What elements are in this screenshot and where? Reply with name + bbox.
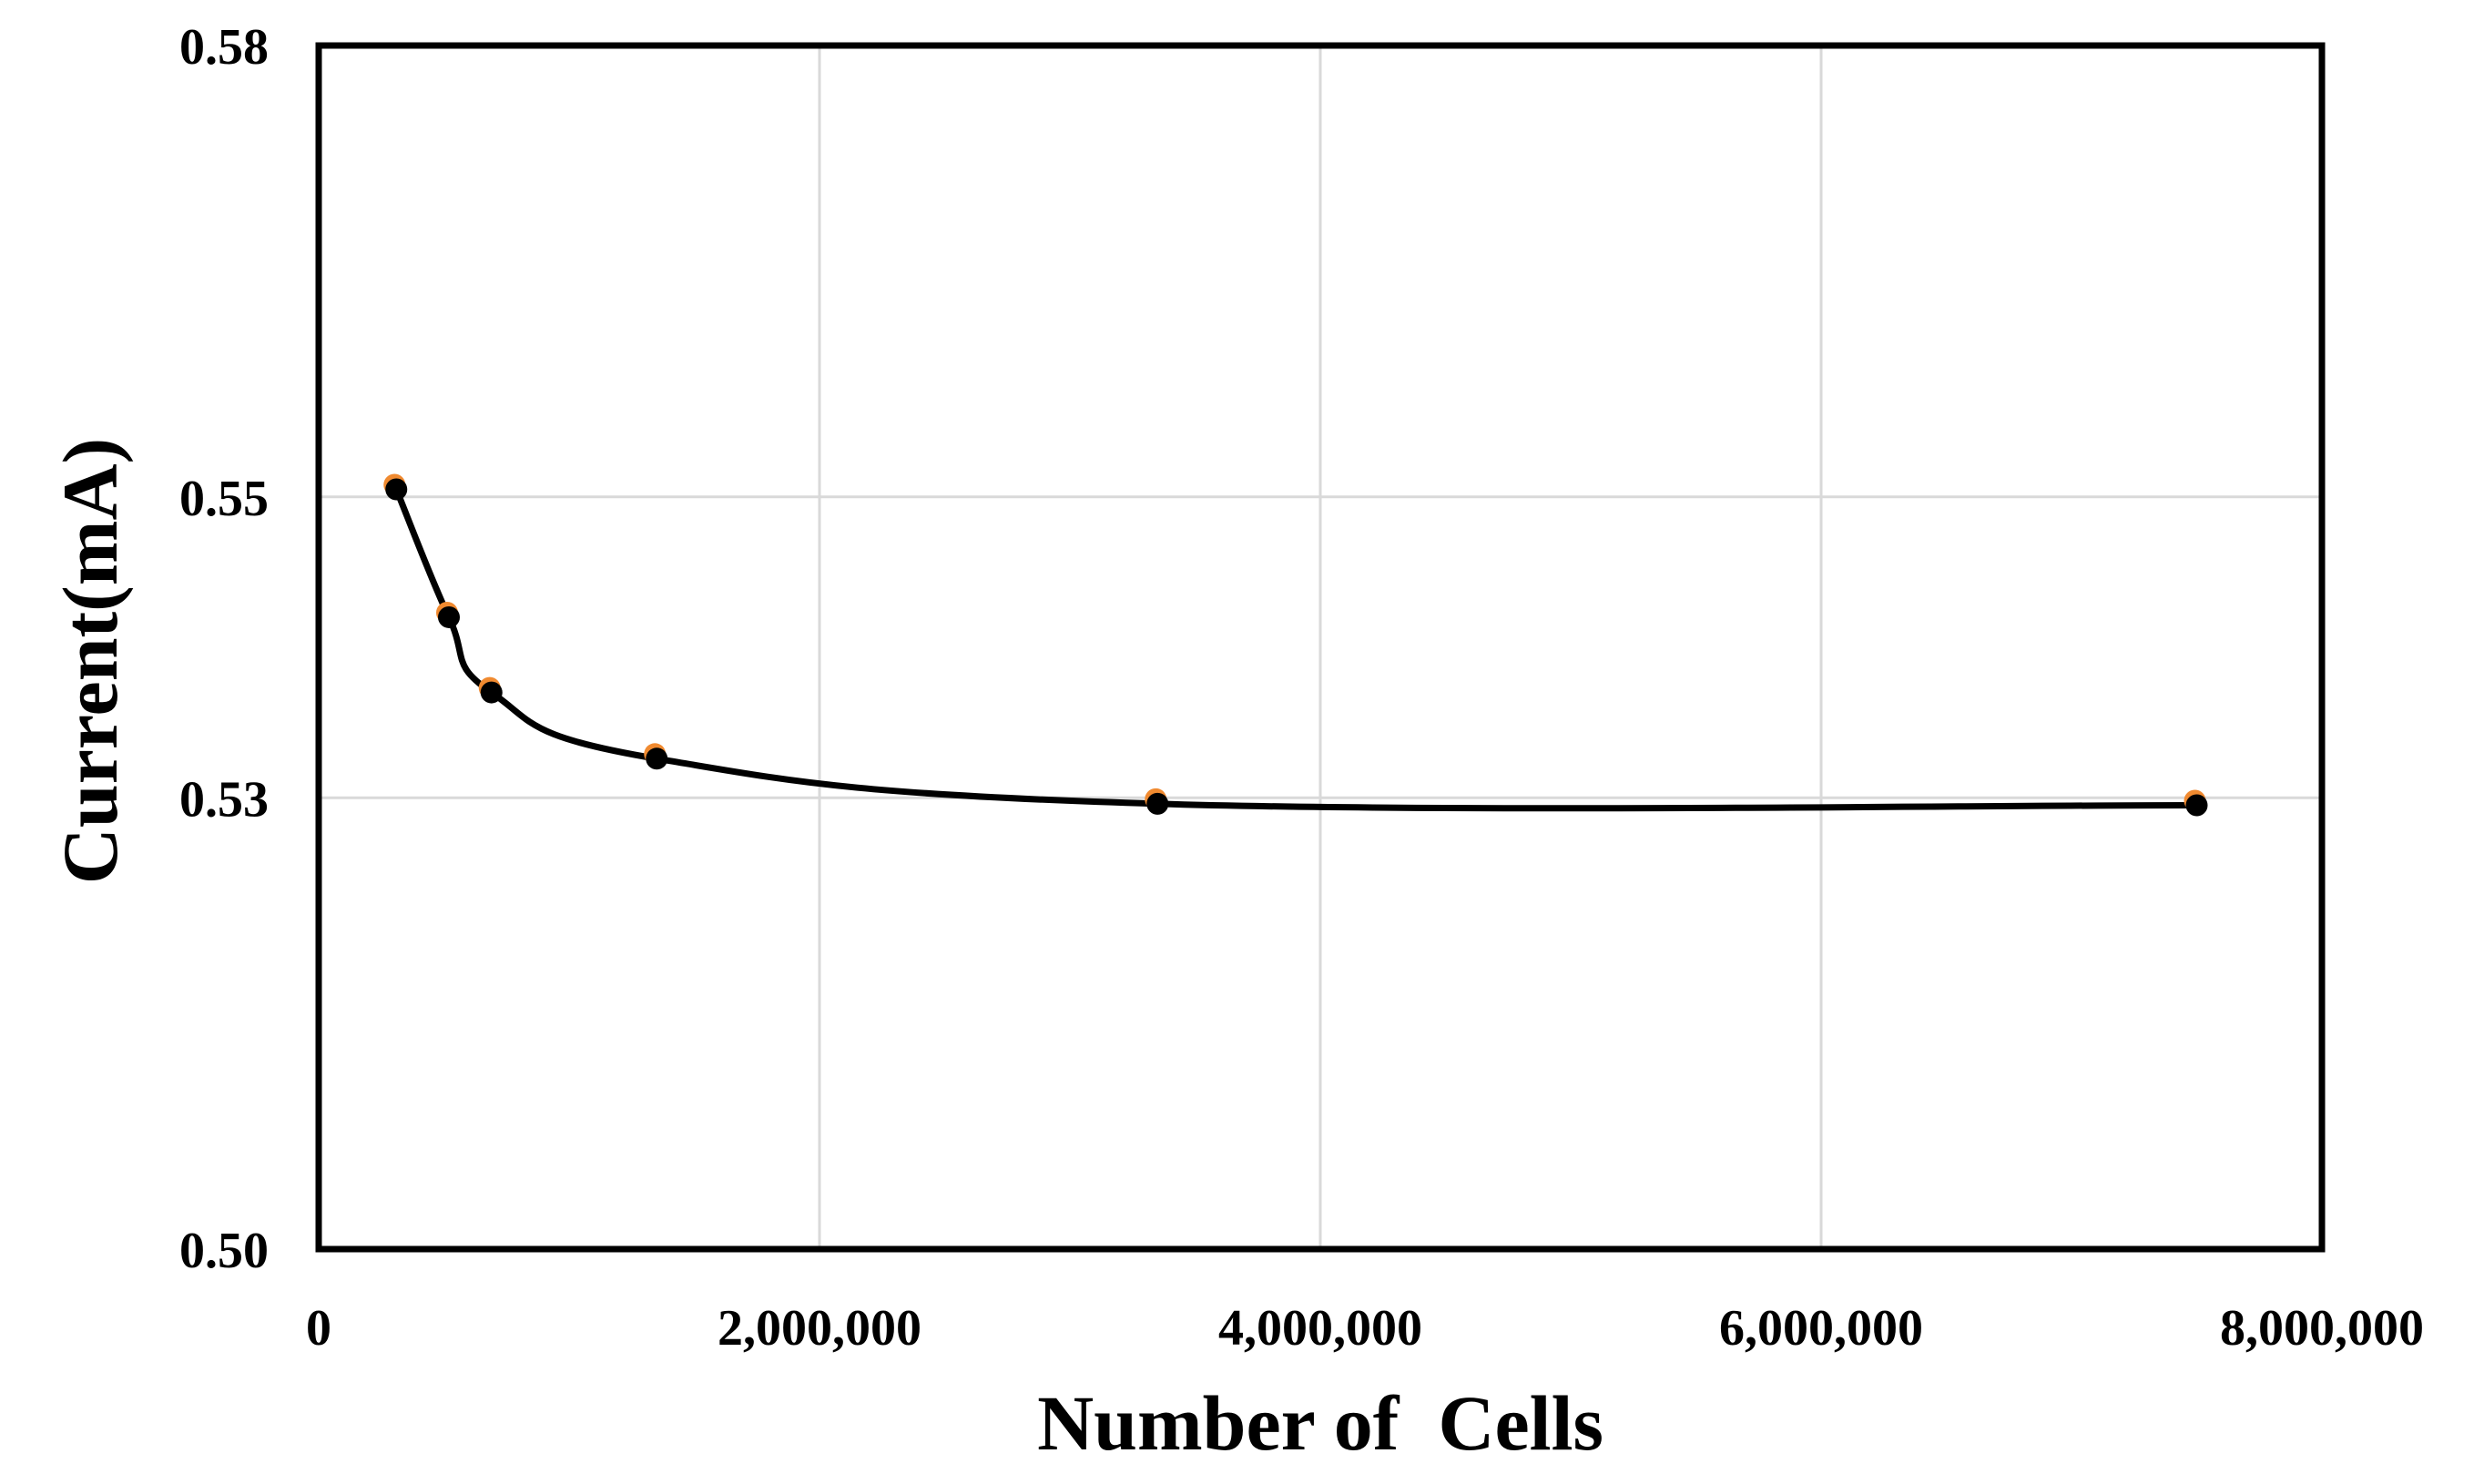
y-tick-label: 0.58 (179, 19, 269, 76)
x-axis-ticks: 0 2,000,000 4,000,000 6,000,000 8,000,000 (306, 1300, 2424, 1357)
y-tick-label: 0.50 (179, 1223, 269, 1279)
data-point (480, 681, 503, 704)
y-axis-title: Current(mA) (46, 438, 134, 884)
data-point (646, 747, 668, 770)
data-point (1146, 792, 1169, 815)
data-points (383, 473, 2208, 817)
y-tick-label: 0.55 (179, 471, 269, 527)
data-point (385, 478, 408, 501)
plot-area-frame (315, 42, 2326, 1253)
x-tick-label: 8,000,000 (2220, 1300, 2424, 1357)
grid (319, 46, 2322, 1249)
series-line-current (392, 485, 2200, 812)
y-tick-label: 0.53 (179, 771, 269, 828)
x-tick-label: 0 (306, 1300, 331, 1357)
x-tick-label: 2,000,000 (718, 1300, 921, 1357)
y-axis-ticks: 0.50 0.53 0.55 0.58 (179, 19, 269, 1279)
data-point (438, 605, 460, 628)
x-tick-label: 4,000,000 (1218, 1300, 1422, 1357)
x-axis-title: Number of Cells (1037, 1379, 1603, 1467)
data-point (2185, 794, 2208, 817)
x-tick-label: 6,000,000 (1719, 1300, 1923, 1357)
